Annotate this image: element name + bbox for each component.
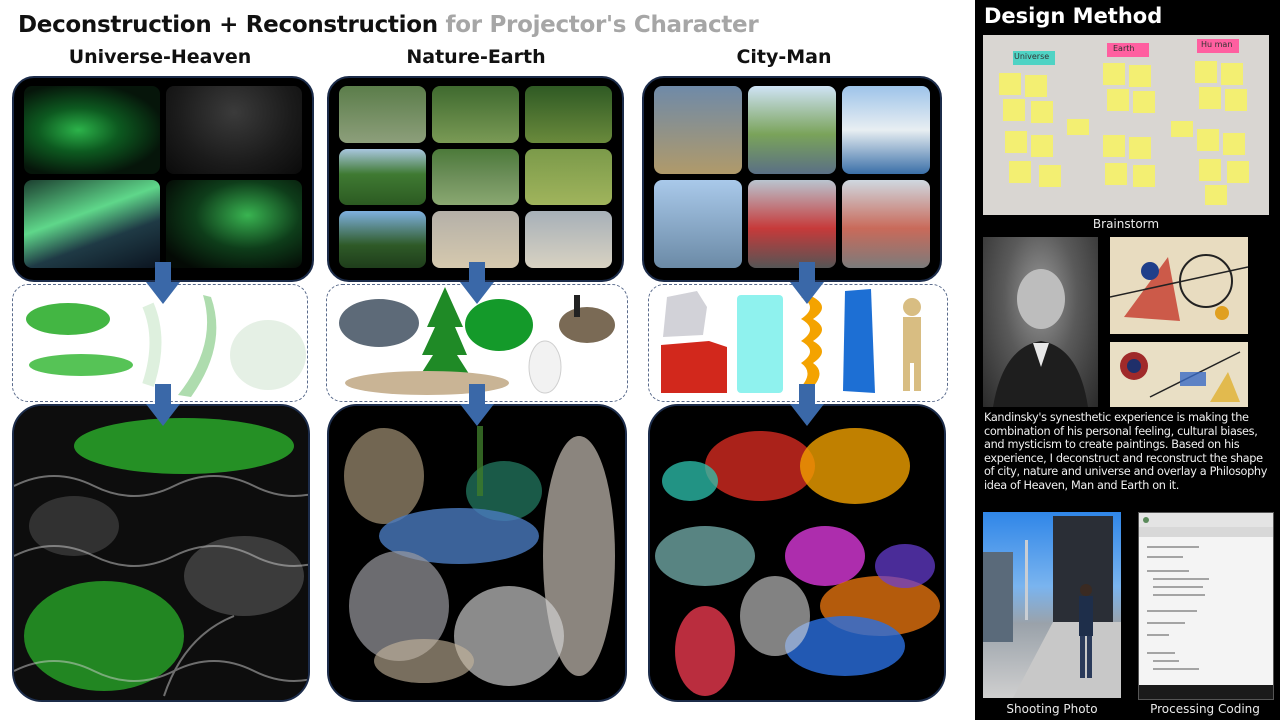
- arrow-down-icon: [146, 384, 180, 426]
- arrow-down-icon: [790, 384, 824, 426]
- tree-sky-photo: [339, 148, 426, 206]
- design-method-sidebar: Design Method Universe Earth Hu man Brai…: [975, 0, 1280, 720]
- evening-sky-photo: [525, 211, 612, 268]
- nature-photo-panel: [327, 76, 624, 282]
- kandinsky-painting-1: [1110, 237, 1248, 334]
- shooting-photo: [983, 512, 1121, 698]
- city-shapes-box: [648, 284, 948, 402]
- aurora-photo-3: [166, 180, 302, 268]
- aurora-photo-2: [24, 180, 160, 268]
- universe-artwork: [12, 404, 310, 702]
- heading-city-man: City-Man: [736, 46, 832, 68]
- arrow-down-icon: [146, 262, 180, 304]
- harbor-photo: [842, 86, 930, 174]
- nature-artwork: [327, 404, 627, 702]
- brainstorm-caption: Brainstorm: [1092, 217, 1160, 231]
- sticky-label-earth: Earth: [1113, 44, 1135, 53]
- city-shapes-illustration: [661, 289, 921, 393]
- statue-photo: [654, 86, 742, 174]
- heading-universe-heaven: Universe-Heaven: [68, 46, 252, 68]
- city-artwork: [648, 404, 946, 702]
- skyscrapers-photo: [654, 180, 742, 268]
- shrubs-photo: [525, 86, 612, 143]
- heading-nature-earth: Nature-Earth: [406, 46, 546, 68]
- sticky-label-human: Hu man: [1201, 40, 1233, 49]
- title-main: Deconstruction + Reconstruction: [18, 12, 438, 38]
- night-sky-photo: [166, 86, 302, 174]
- street-photo: [842, 180, 930, 268]
- page-title: Deconstruction + Reconstruction for Proj…: [18, 12, 759, 38]
- kandinsky-description: Kandinsky's synesthetic experience is ma…: [984, 411, 1268, 492]
- kandinsky-portrait: [983, 237, 1098, 407]
- nature-shapes-illustration: [339, 287, 615, 395]
- sticky-label-universe: Universe: [1014, 52, 1050, 61]
- lake-geese-photo: [432, 148, 519, 206]
- universe-shapes-illustration: [26, 295, 306, 397]
- city-artwork-illustration: [650, 406, 944, 700]
- aurora-photo-1: [24, 86, 160, 174]
- pond-rocks-photo: [339, 86, 426, 143]
- cloudy-sky-photo: [432, 211, 519, 268]
- waterfront-photo: [748, 86, 836, 174]
- universe-shapes-box: [12, 284, 308, 402]
- kandinsky-painting-2: [1110, 342, 1248, 407]
- processing-code-screenshot: [1138, 512, 1274, 700]
- city-photo-panel: [642, 76, 942, 282]
- arrow-down-icon: [460, 262, 494, 304]
- shooting-caption: Shooting Photo: [1006, 702, 1098, 716]
- universe-photo-panel: [12, 76, 314, 282]
- streetcar-photo: [748, 180, 836, 268]
- brainstorm-photo: Universe Earth Hu man: [983, 35, 1269, 215]
- arrow-down-icon: [790, 262, 824, 304]
- arrow-down-icon: [460, 384, 494, 426]
- coding-caption: Processing Coding: [1150, 702, 1260, 716]
- universe-artwork-illustration: [14, 406, 308, 700]
- title-sub: for Projector's Character: [445, 12, 759, 38]
- pine-tree-photo: [339, 211, 426, 268]
- nature-artwork-illustration: [329, 406, 625, 700]
- park-lawn-photo: [525, 148, 612, 206]
- garden-path-photo: [432, 86, 519, 143]
- sidebar-title: Design Method: [984, 4, 1163, 28]
